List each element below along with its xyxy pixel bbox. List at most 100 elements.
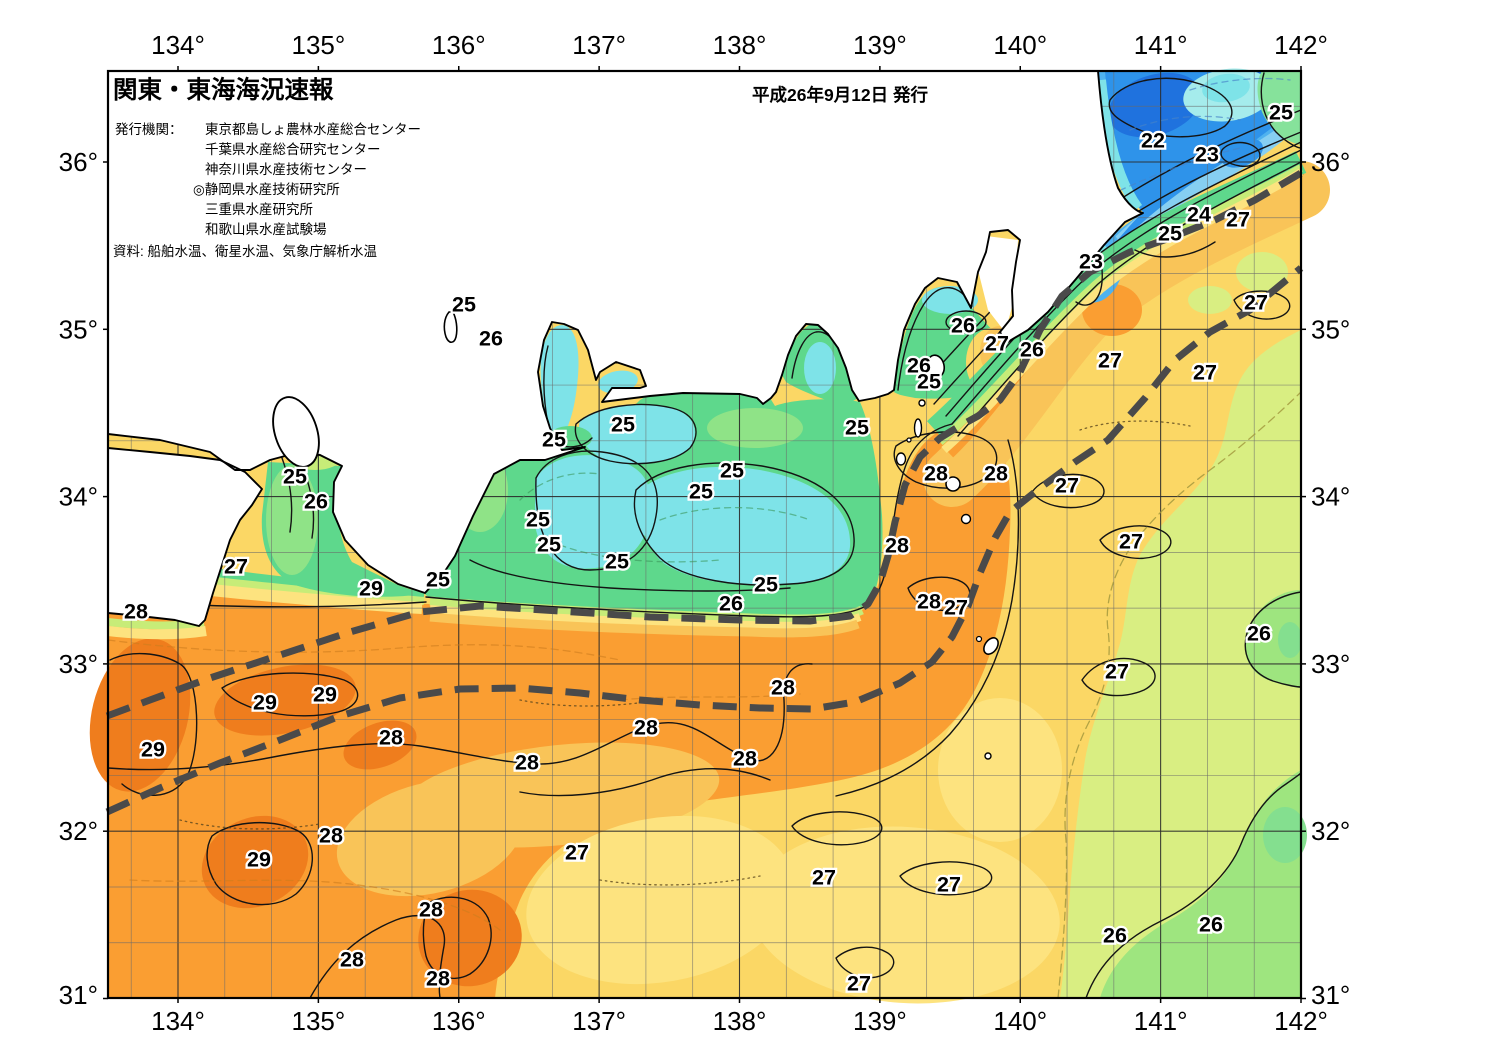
temperature-label: 25 <box>845 416 869 440</box>
temperature-label: 25 <box>754 573 778 597</box>
temperature-label: 26 <box>951 314 975 338</box>
temperature-label: 26 <box>1247 622 1271 646</box>
temperature-label: 25 <box>537 533 561 557</box>
temperature-label: 28 <box>634 716 658 740</box>
temperature-label: 28 <box>885 534 909 558</box>
axis-labels: 134° 134° 135° 135° 136° 136° 137° 137° 138° 138°… <box>59 30 1351 1036</box>
temperature-label: 26 <box>719 592 743 616</box>
axis-label-lon-bottom: 137° <box>572 1006 626 1036</box>
organization-name: 和歌山県水産試験場 <box>205 222 327 237</box>
temperature-label: 28 <box>771 676 795 700</box>
land-layer <box>107 70 1144 760</box>
temperature-label: 25 <box>917 370 941 394</box>
temperature-label: 26 <box>1103 924 1127 948</box>
axis-label-lon-bottom: 135° <box>291 1006 345 1036</box>
temperature-label: 25 <box>283 465 307 489</box>
temperature-label: 28 <box>319 824 343 848</box>
temperature-label: 27 <box>565 841 589 865</box>
axis-label-lon-top: 136° <box>432 30 486 60</box>
kuroshio-north-edge <box>105 169 1303 720</box>
temperature-label: 28 <box>515 751 539 775</box>
axis-label-lon-bottom: 142° <box>1274 1006 1328 1036</box>
axis-label-lon-top: 137° <box>572 30 626 60</box>
axis-label-lat-right: 32° <box>1311 816 1350 846</box>
organization-name: 千葉県水産総合研究センター <box>205 142 381 157</box>
axis-label-lon-top: 139° <box>853 30 907 60</box>
axis-label-lat-right: 31° <box>1311 980 1350 1010</box>
temperature-label: 29 <box>313 683 337 707</box>
header-block: 関東・東海海況速報 平成26年9月12日 発行 発行機関： 東京都島しょ農林水産… <box>113 75 929 259</box>
axis-label-lon-top: 141° <box>1134 30 1188 60</box>
temperature-label: 27 <box>985 332 1009 356</box>
axis-label-lon-top: 142° <box>1274 30 1328 60</box>
temperature-label: 25 <box>1158 222 1182 246</box>
axis-label-lat-left: 33° <box>59 649 98 679</box>
axis-label-lon-top: 134° <box>151 30 205 60</box>
organization-name: ◎静岡県水産技術研究所 <box>193 182 340 197</box>
temperature-label: 26 <box>907 354 931 378</box>
axis-label-lon-bottom: 141° <box>1134 1006 1188 1036</box>
source-note: 資料: 船舶水温、衛星水温、気象庁解析水温 <box>113 244 377 259</box>
temperature-label: 28 <box>917 590 941 614</box>
axis-label-lat-left: 35° <box>59 314 98 344</box>
temperature-label: 26 <box>479 327 503 351</box>
temperature-label: 24 <box>1187 203 1211 227</box>
temperature-label: 27 <box>1105 660 1129 684</box>
organization-name: 神奈川県水産技術センター <box>205 162 367 177</box>
kuroshio-axis-lines <box>105 169 1304 816</box>
temperature-label: 29 <box>253 691 277 715</box>
temperature-label: 22 <box>1141 129 1165 153</box>
temperature-label: 27 <box>224 555 248 579</box>
temperature-label: 28 <box>379 726 403 750</box>
temperature-label: 25 <box>426 568 450 592</box>
temperature-label: 29 <box>359 577 383 601</box>
kuroshio-south-edge <box>105 265 1304 816</box>
temperature-label: 25 <box>720 459 744 483</box>
axis-label-lat-left: 31° <box>59 980 98 1010</box>
temperature-label: 23 <box>1195 143 1219 167</box>
temperature-label: 27 <box>1226 208 1250 232</box>
temperature-label: 23 <box>1079 250 1103 274</box>
axis-label-lon-top: 135° <box>291 30 345 60</box>
axis-label-lon-top: 140° <box>993 30 1047 60</box>
issuer-label: 発行機関： <box>115 122 183 137</box>
temperature-label: 29 <box>141 738 165 762</box>
organization-name: 三重県水産研究所 <box>205 202 313 217</box>
temperature-label: 27 <box>944 596 968 620</box>
axis-label-lon-bottom: 136° <box>432 1006 486 1036</box>
temperature-label: 27 <box>937 873 961 897</box>
temperature-label: 25 <box>1269 101 1293 125</box>
temperature-label: 27 <box>847 972 871 996</box>
axis-label-lat-left: 36° <box>59 147 98 177</box>
temperature-label: 27 <box>812 866 836 890</box>
temperature-label: 25 <box>526 508 550 532</box>
temperature-label: 28 <box>340 948 364 972</box>
temperature-label: 28 <box>924 462 948 486</box>
page-title: 関東・東海海況速報 <box>113 75 334 104</box>
axis-label-lat-right: 34° <box>1311 482 1350 512</box>
axis-label-lon-bottom: 138° <box>713 1006 767 1036</box>
temperature-label: 25 <box>611 413 635 437</box>
temperature-label: 27 <box>1119 530 1143 554</box>
axis-label-lon-bottom: 139° <box>853 1006 907 1036</box>
temperature-label: 27 <box>1244 291 1268 315</box>
temperature-label: 28 <box>426 967 450 991</box>
axis-label-lat-right: 33° <box>1311 649 1350 679</box>
map-frame <box>106 69 1303 1000</box>
temperature-label: 28 <box>984 462 1008 486</box>
temperature-label: 26 <box>1199 913 1223 937</box>
axis-label-lon-top: 138° <box>713 30 767 60</box>
temperature-label: 29 <box>247 848 271 872</box>
axis-label-lat-left: 34° <box>59 482 98 512</box>
temperature-label: 27 <box>1193 361 1217 385</box>
temperature-label: 28 <box>124 600 148 624</box>
issue-date: 平成26年9月12日 発行 <box>752 85 929 105</box>
temperature-label: 25 <box>689 480 713 504</box>
temperature-label: 26 <box>1020 338 1044 362</box>
issuing-organizations: 東京都島しょ農林水産総合センター千葉県水産総合研究センター神奈川県水産技術センタ… <box>193 122 421 237</box>
temperature-label: 27 <box>1055 474 1079 498</box>
temperature-label: 25 <box>542 428 566 452</box>
